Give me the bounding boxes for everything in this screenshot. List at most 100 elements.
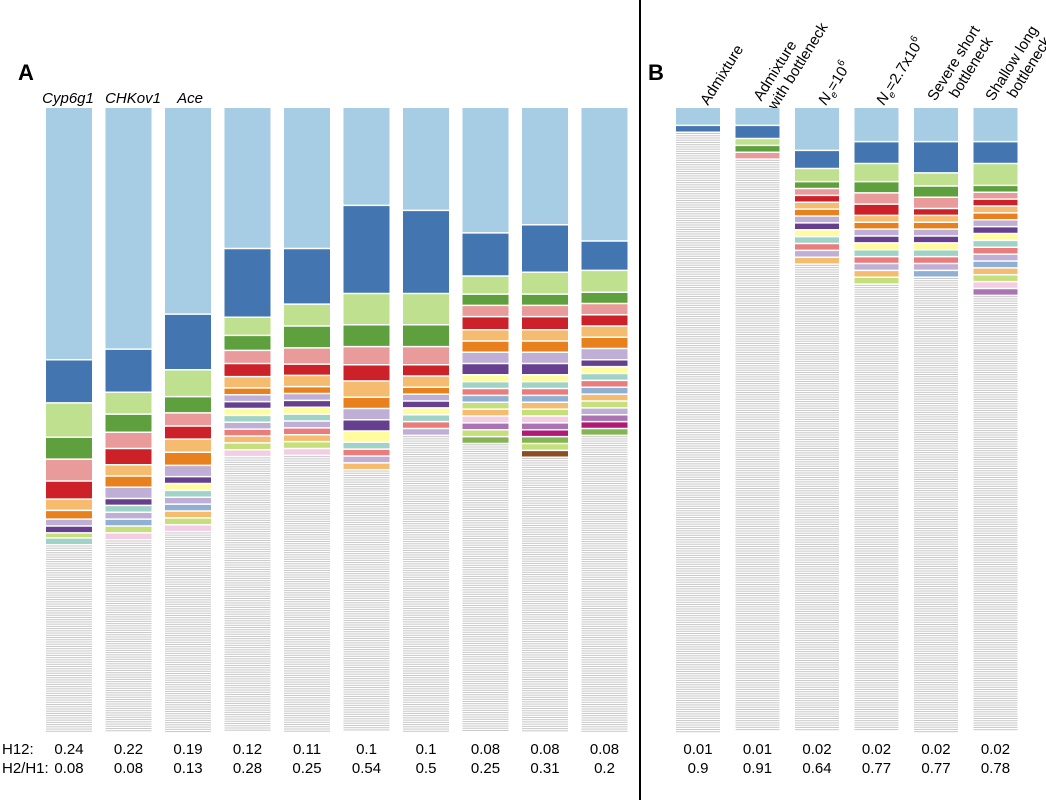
panel-b-column-4-singleton-127 bbox=[854, 566, 899, 568]
panel-b-column-5-haplotype-6 bbox=[914, 209, 958, 215]
panel-a-column-8-singleton-112 bbox=[462, 692, 509, 694]
panel-b-column-2-singleton-187 bbox=[735, 575, 780, 577]
panel-b-column-3-singleton-79 bbox=[795, 438, 839, 441]
panel-b-column-2-singleton-230 bbox=[735, 671, 780, 673]
panel-a-column-2-haplotype-15 bbox=[105, 533, 152, 540]
panel-a-column-6-singleton-70 bbox=[343, 624, 390, 626]
panel-a-column-4-singleton-76 bbox=[224, 624, 271, 626]
panel-a-column-7-singleton-62 bbox=[403, 572, 449, 574]
panel-a-column-5-singleton-2 bbox=[284, 458, 330, 460]
panel-a-column-6-singleton-58 bbox=[343, 597, 390, 599]
panel-a-column-8-singleton-54 bbox=[462, 562, 509, 564]
panel-a-column-7-singleton-90 bbox=[403, 634, 449, 636]
panel-b-column-6-singleton-32 bbox=[973, 365, 1018, 367]
panel-b-column-3-singleton-67 bbox=[795, 412, 839, 414]
panel-b-column-3-haplotype-10 bbox=[795, 223, 839, 230]
panel-a-column-1-singleton-28 bbox=[46, 605, 92, 607]
panel-b-column-5-singleton-183 bbox=[914, 684, 958, 686]
panel-b-column-2-singleton-216 bbox=[735, 639, 780, 641]
panel-a-column-6-singleton-113 bbox=[343, 720, 390, 722]
panel-b-column-4-singleton-77 bbox=[854, 454, 899, 456]
panel-a-column-3 bbox=[165, 108, 211, 733]
panel-b-column-1-singleton-222 bbox=[676, 626, 720, 628]
panel-b-column-2-singleton-27 bbox=[735, 217, 780, 219]
panel-a-column-9-singleton-55 bbox=[522, 578, 568, 580]
panel-a-column-9-singleton-115 bbox=[522, 712, 568, 714]
panel-a-column-7-singleton-107 bbox=[403, 672, 449, 674]
panel-a-column-1-singleton-21 bbox=[46, 590, 92, 592]
panel-b-column-2-singleton-188 bbox=[735, 577, 780, 579]
panel-a-column-4-singleton-59 bbox=[224, 586, 271, 588]
panel-a-column-10-singleton-33 bbox=[581, 507, 628, 509]
panel-b-column-2-singleton-19 bbox=[735, 200, 780, 202]
panel-b-column-2-singleton-6 bbox=[735, 171, 780, 173]
panel-a-column-9 bbox=[522, 108, 568, 732]
panel-b-column-1-singleton-105 bbox=[676, 365, 720, 367]
panel-b-column-6-singleton-136 bbox=[973, 597, 1018, 599]
panel-a-column-5-singleton-69 bbox=[284, 607, 330, 609]
panel-a-column-9-singleton-98 bbox=[522, 674, 568, 676]
panel-a-column-4-singleton-101 bbox=[224, 680, 271, 682]
panel-a-column-4-haplotype-15 bbox=[224, 436, 271, 443]
panel-b-column-5-singleton-197 bbox=[914, 715, 958, 717]
panel-a-column-5-haplotype-2 bbox=[284, 249, 330, 304]
panel-b-column-5-singleton-117 bbox=[914, 536, 958, 538]
panel-a-column-3-singleton-50 bbox=[165, 641, 211, 643]
panel-b-column-4-haplotype-15 bbox=[854, 271, 899, 277]
panel-a-column-10-singleton-29 bbox=[581, 498, 628, 500]
panel-b-column-6-singleton-87 bbox=[973, 488, 1018, 490]
panel-b-column-4-singleton-155 bbox=[854, 628, 899, 630]
panel-b-column-2-singleton-185 bbox=[735, 570, 780, 572]
panel-a-column-8-singleton-13 bbox=[462, 471, 509, 473]
panel-b-column-3-singleton-112 bbox=[795, 512, 839, 514]
panel-b-column-1-singleton-261 bbox=[676, 713, 720, 715]
panel-a-column-6 bbox=[343, 108, 390, 731]
panel-b-column-1-singleton-125 bbox=[676, 409, 720, 411]
panel-a-column-3-singleton-47 bbox=[165, 635, 211, 637]
panel-a-column-7-singleton-132 bbox=[403, 728, 449, 730]
panel-b-column-1-singleton-65 bbox=[676, 275, 720, 277]
panel-a-column-8-singleton-27 bbox=[462, 502, 509, 504]
panel-a-column-1-singleton-24 bbox=[46, 596, 92, 598]
panel-b-column-2-singleton-53 bbox=[735, 275, 780, 277]
panel-a-column-5-singleton-29 bbox=[284, 518, 330, 520]
panel-b-column-2-singleton-153 bbox=[735, 499, 780, 501]
panel-b-column-4-singleton-19 bbox=[854, 325, 899, 327]
panel-a-column-4-singleton-31 bbox=[224, 524, 271, 526]
panel-a-column-6-singleton-12 bbox=[343, 495, 390, 497]
panel-b-column-3-singleton-105 bbox=[795, 497, 839, 499]
panel-a-column-3-haplotype-14 bbox=[165, 504, 211, 511]
panel-a-column-3-singleton-34 bbox=[165, 606, 211, 608]
panel-a-column-5-haplotype-1 bbox=[284, 108, 330, 248]
panel-a-column-6-singleton-34 bbox=[343, 544, 390, 546]
panel-b-column-6-singleton-41 bbox=[973, 385, 1018, 387]
panel-a-column-9-singleton-118 bbox=[522, 719, 568, 721]
panel-b-column-2-singleton-218 bbox=[735, 644, 780, 646]
panel-a-column-9-haplotype-13 bbox=[522, 389, 568, 395]
panel-a-column-2-singleton-21 bbox=[105, 585, 152, 587]
panel-b-column-6-singleton-119 bbox=[973, 559, 1018, 561]
panel-b-column-3-singleton-55 bbox=[795, 385, 839, 387]
panel-a-column-7-singleton-131 bbox=[403, 726, 449, 728]
panel-b-column-6-singleton-55 bbox=[973, 416, 1018, 418]
panel-a-column-9-singleton-116 bbox=[522, 714, 568, 716]
panel-a-column-9-singleton-64 bbox=[522, 598, 568, 600]
panel-a-column-2 bbox=[105, 108, 152, 732]
panel-a-column-2-singleton-58 bbox=[105, 667, 152, 669]
panel-b-column-1-singleton-22 bbox=[676, 179, 720, 181]
panel-a-column-7-singleton-77 bbox=[403, 605, 449, 607]
panel-b-column-5-singleton-189 bbox=[914, 697, 958, 699]
panel-a-column-10-singleton-52 bbox=[581, 549, 628, 551]
panel-b-column-6-singleton-143 bbox=[973, 613, 1018, 615]
panel-b-column-5-singleton-54 bbox=[914, 396, 958, 398]
panel-a-column-5-singleton-50 bbox=[284, 565, 330, 567]
panel-b-column-5-singleton-198 bbox=[914, 717, 958, 719]
panel-a-column-10-singleton-96 bbox=[581, 648, 628, 650]
panel-b-column-3 bbox=[795, 108, 839, 731]
panel-b-column-3-singleton-146 bbox=[795, 588, 839, 590]
panel-a-column-5-singleton-113 bbox=[284, 706, 330, 708]
panel-a-column-10-singleton-27 bbox=[581, 494, 628, 496]
panel-b-column-5-haplotype-5 bbox=[914, 198, 958, 208]
panel-b-column-3-singleton-104 bbox=[795, 494, 839, 496]
panel-a-h2h1-value-4: 0.28 bbox=[233, 760, 262, 777]
